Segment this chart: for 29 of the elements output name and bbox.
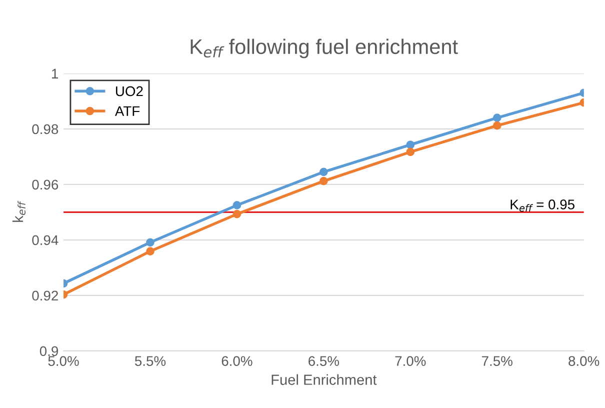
x-tick-label: 6.0% (222, 356, 252, 366)
point (320, 176, 328, 186)
x-tick-label: 7.0% (395, 356, 426, 366)
point (320, 168, 328, 176)
x-tick-label: 5.0% (48, 356, 79, 366)
x-tick-label: 6.5% (308, 356, 340, 366)
point (492, 114, 502, 122)
point (406, 140, 415, 149)
legend-label: UO2 (116, 86, 143, 96)
point (492, 121, 502, 130)
point (146, 247, 154, 256)
point (406, 148, 415, 156)
x-tick-label: 5.5% (134, 356, 166, 366)
x-tick-label: 7.5% (482, 356, 512, 366)
chart-title: K$_{eff}$ following fuel enrichment (190, 38, 458, 58)
y-tick-label: 0.94 (32, 235, 58, 246)
x-tick-label: 8.0% (568, 356, 600, 366)
y-tick-label: 0.92 (32, 290, 58, 301)
x-axis-title: Fuel Enrichment (272, 374, 377, 385)
y-axis-title: k$_{eff}$ (12, 200, 26, 222)
point (232, 210, 242, 218)
y-tick-label: 1 (52, 68, 58, 78)
ref-line-label: K$_{eff}$ = 0.95 (510, 200, 574, 212)
y-tick-label: 0.98 (32, 124, 58, 134)
legend-label: ATF (114, 106, 140, 116)
y-tick-label: 0.9 (40, 346, 58, 356)
point (146, 238, 154, 247)
point (232, 201, 242, 210)
y-tick-label: 0.96 (32, 180, 58, 190)
